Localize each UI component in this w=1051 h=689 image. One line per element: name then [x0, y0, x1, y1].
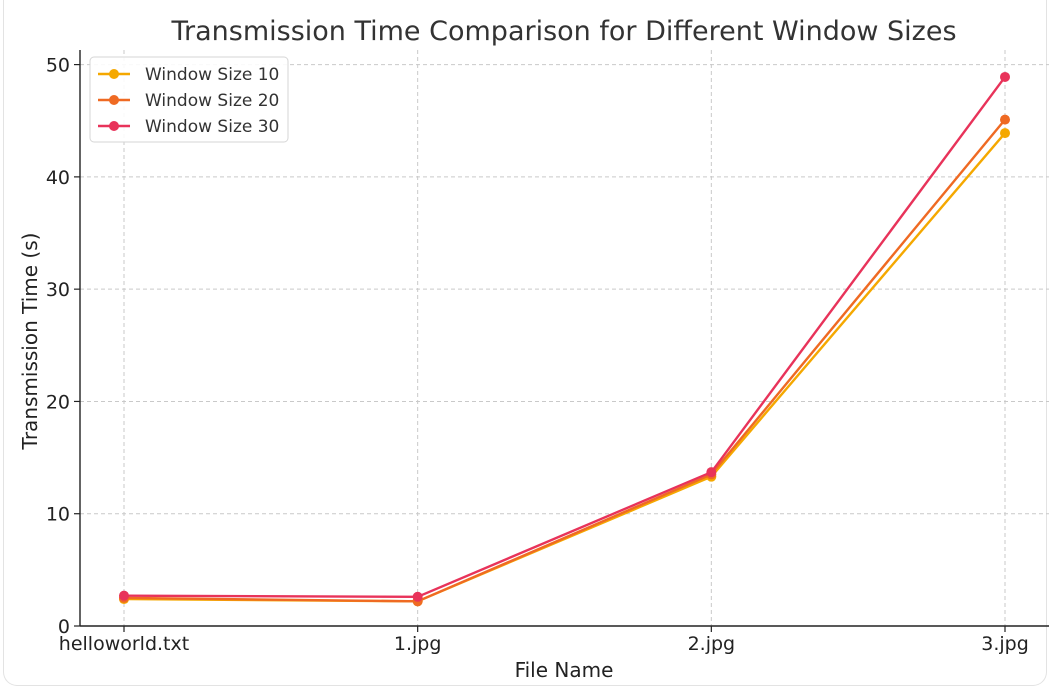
- chart-title: Transmission Time Comparison for Differe…: [170, 16, 956, 47]
- chart-frame: Transmission Time Comparison for Differe…: [3, 0, 1049, 686]
- legend-box: [89, 56, 289, 143]
- y-axis-label: Transmission Time (s): [18, 233, 42, 451]
- legend-marker: [109, 121, 119, 131]
- legend-item: Window Size 10: [98, 65, 279, 85]
- x-tick-label: helloworld.txt: [59, 633, 189, 655]
- x-tick-label: 2.jpg: [688, 633, 736, 655]
- series-2: [119, 114, 1010, 607]
- x-tick-label: 3.jpg: [981, 633, 1029, 655]
- legend-item: Window Size 20: [98, 91, 279, 111]
- data-point: [1000, 128, 1010, 139]
- y-tick-label: 20: [46, 391, 70, 413]
- data-point: [706, 467, 717, 478]
- legend-label: Window Size 10: [145, 65, 279, 85]
- tick-labels: helloworld.txt 1.jpg 2.jpg 3.jpg 0 10 20 30 40 50: [46, 55, 1029, 655]
- y-tick-label: 30: [46, 279, 70, 301]
- series-line: [123, 132, 1006, 603]
- x-axis-label: File Name: [515, 658, 614, 682]
- legend-label: Window Size 20: [145, 91, 279, 111]
- x-tick-label: 1.jpg: [394, 633, 442, 655]
- legend-marker: [109, 95, 119, 105]
- legend: Window Size 10 Window Size 20 Window Size …: [89, 56, 289, 143]
- legend-marker: [109, 69, 119, 79]
- series-3: [119, 71, 1010, 602]
- data-point: [412, 591, 423, 602]
- y-tick-label: 50: [46, 55, 70, 77]
- series-line: [123, 76, 1006, 599]
- data-point: [1000, 114, 1010, 125]
- series-group: [119, 71, 1010, 607]
- axes: [74, 50, 1049, 632]
- y-tick-label: 40: [46, 167, 70, 189]
- legend-item: Window Size 30: [98, 117, 279, 137]
- y-tick-label: 0: [58, 616, 70, 638]
- line-chart: Transmission Time Comparison for Differe…: [18, 16, 1049, 682]
- data-point: [1000, 71, 1010, 82]
- legend-label: Window Size 30: [145, 117, 279, 137]
- data-point: [119, 590, 129, 601]
- series-line: [123, 118, 1006, 603]
- y-tick-label: 10: [46, 504, 70, 526]
